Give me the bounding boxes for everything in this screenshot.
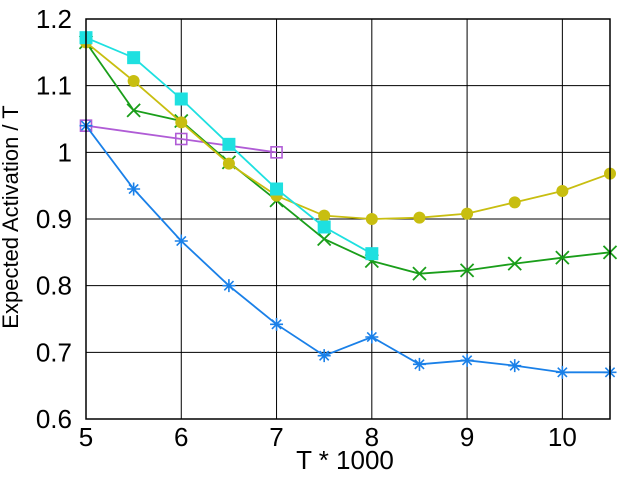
data-point: [175, 116, 188, 129]
data-point: [317, 220, 331, 234]
data-point: [461, 207, 474, 220]
series-layer: [78, 31, 618, 379]
y-tick-label: 0.9: [36, 204, 72, 234]
x-tick-label: 5: [79, 422, 93, 452]
data-point: [222, 157, 235, 170]
data-point: [126, 103, 141, 118]
x-tick-label: 10: [548, 422, 577, 452]
data-point: [270, 146, 283, 159]
data-point: [365, 213, 378, 225]
series-5: [79, 31, 379, 261]
y-tick-label: 1: [58, 137, 72, 167]
series-3: [78, 35, 618, 281]
y-axis-label: Expected Activation / T: [0, 105, 23, 328]
y-tick-label: 0.8: [36, 271, 72, 301]
series-line: [85, 41, 611, 220]
series-line: [85, 125, 610, 374]
data-point: [413, 211, 426, 224]
data-point: [556, 185, 569, 197]
data-point: [317, 349, 331, 363]
y-tick-label: 1.1: [36, 71, 72, 101]
data-point: [555, 250, 570, 265]
data-point: [127, 51, 141, 65]
data-point: [508, 359, 522, 373]
x-tick-label: 7: [269, 422, 283, 452]
y-tick-label: 0.7: [36, 337, 72, 367]
data-point: [270, 317, 284, 331]
series-2: [79, 119, 617, 379]
plot-border: [85, 18, 611, 420]
data-point: [317, 231, 332, 247]
data-point: [174, 92, 188, 106]
data-point: [507, 256, 522, 271]
data-point: [127, 182, 141, 196]
data-point: [127, 75, 140, 87]
data-point: [174, 132, 188, 146]
data-point: [318, 209, 331, 222]
data-point: [365, 247, 379, 261]
data-point: [412, 266, 427, 281]
data-point: [365, 330, 379, 344]
y-tick-label: 1.2: [36, 4, 72, 34]
tick-labels: 5 6 7 8 9 10 0.6 0.7 0.8 0.9 1 1.1 1.2: [36, 4, 577, 452]
x-tick-label: 8: [365, 422, 379, 452]
x-axis-label: T * 1000: [296, 445, 394, 475]
data-point: [459, 263, 475, 278]
x-tick-label: 9: [460, 422, 474, 452]
data-point: [460, 353, 474, 367]
data-point: [412, 357, 426, 371]
grid: [86, 19, 610, 419]
x-tick-label: 6: [174, 422, 188, 452]
data-point: [508, 196, 521, 209]
data-point: [270, 182, 284, 196]
data-point: [222, 137, 236, 151]
y-tick-label: 0.6: [36, 404, 72, 434]
series-line: [85, 124, 277, 154]
plot-frame: [85, 18, 611, 420]
series-line: [85, 41, 611, 275]
data-point: [222, 279, 236, 293]
series-4: [80, 36, 616, 225]
data-point: [555, 365, 569, 379]
data-point: [174, 234, 188, 248]
